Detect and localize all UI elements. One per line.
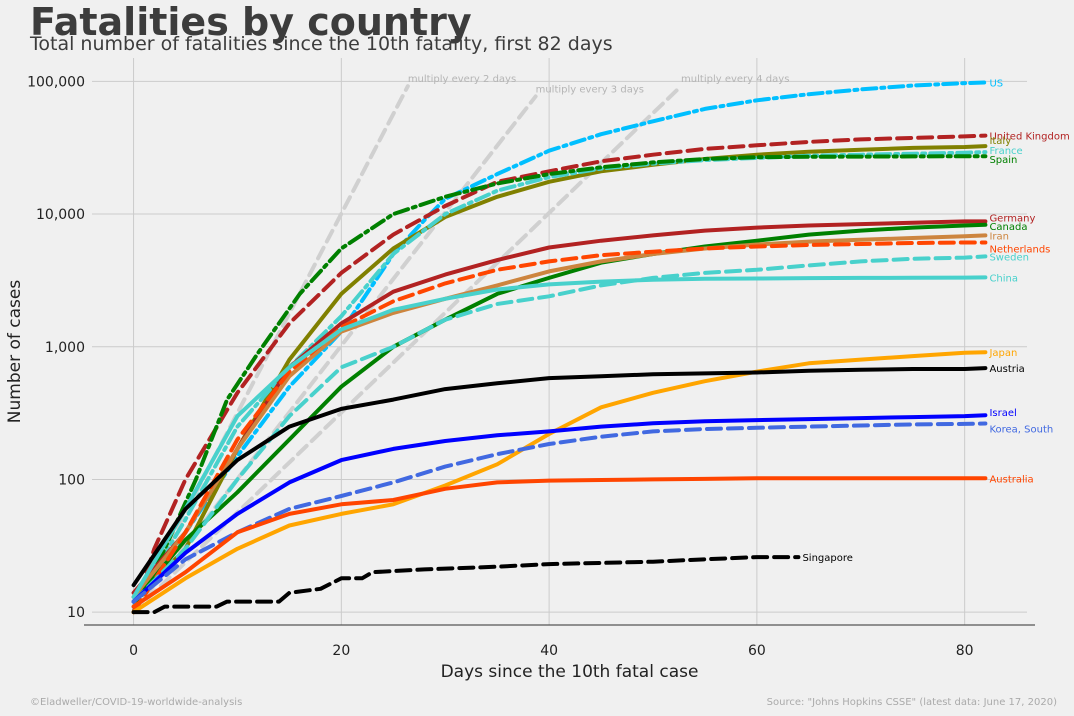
series-label-germany: Germany — [989, 213, 1035, 224]
series-label-united-kingdom: United Kingdom — [989, 132, 1069, 143]
chart-subtitle: Total number of fatalities since the 10t… — [30, 33, 613, 55]
series-layer — [131, 80, 988, 615]
footer-source: Source: "Johns Hopkins CSSE" (latest dat… — [766, 697, 1057, 708]
x-tick-label: 60 — [748, 643, 766, 659]
y-tick-label: 100 — [58, 472, 85, 488]
reference-line — [131, 84, 684, 615]
series-line-israel — [131, 413, 988, 604]
series-line-sweden — [131, 254, 988, 604]
series-line-austria — [131, 366, 988, 588]
grid-layer — [92, 58, 1027, 625]
y-tick-label: 10,000 — [36, 207, 85, 223]
series-label-australia: Australia — [989, 474, 1033, 485]
reference-line-label: multiply every 4 days — [681, 74, 789, 85]
series-line-japan — [131, 350, 988, 615]
x-tick-label: 80 — [956, 643, 974, 659]
series-label-italy: Italy — [989, 136, 1011, 147]
series-line-us — [131, 80, 988, 604]
series-line-australia — [131, 476, 988, 609]
x-tick-label: 0 — [129, 643, 138, 659]
series-line-korea-south — [131, 421, 988, 604]
series-label-netherlands: Netherlands — [989, 245, 1050, 256]
y-tick-label: 10 — [67, 605, 85, 621]
y-tick-label: 1,000 — [45, 340, 85, 356]
series-label-iran: Iran — [989, 231, 1009, 242]
series-line-singapore — [131, 555, 801, 615]
reference-line-label: multiply every 3 days — [536, 84, 644, 95]
y-axis-label: Number of cases — [5, 280, 25, 424]
series-label-korea-south: Korea, South — [989, 425, 1053, 436]
series-label-france: France — [989, 146, 1022, 157]
reference-lines-layer: multiply every 2 days multiply every 3 da… — [131, 74, 789, 615]
series-label-singapore: Singapore — [802, 553, 852, 564]
series-label-austria: Austria — [989, 364, 1024, 375]
series-label-us: US — [989, 79, 1003, 90]
series-line-netherlands — [131, 240, 988, 615]
footer-credit: ©Eladweller/COVID-19-worldwide-analysis — [30, 697, 243, 708]
series-label-china: China — [989, 273, 1018, 284]
series-label-spain: Spain — [989, 155, 1017, 166]
reference-line-label: multiply every 2 days — [408, 74, 516, 85]
series-line-spain — [131, 154, 988, 615]
chart-title: Fatalities by country — [30, 0, 472, 44]
y-tick-label: 100,000 — [27, 74, 85, 90]
series-label-israel: Israel — [989, 408, 1016, 419]
axis-layer: 0 20 40 60 80 10 100 1,000 10,000 100,000 Days sin… — [5, 74, 1035, 682]
series-line-united-kingdom — [131, 133, 988, 615]
series-label-sweden: Sweden — [989, 252, 1029, 263]
x-axis-label: Days since the 10th fatal case — [441, 662, 699, 682]
series-line-iran — [131, 233, 988, 599]
series-label-japan: Japan — [988, 348, 1017, 359]
series-label-canada: Canada — [989, 222, 1027, 233]
series-line-china — [131, 275, 988, 599]
x-tick-label: 20 — [332, 643, 350, 659]
x-tick-label: 40 — [540, 643, 558, 659]
series-line-canada — [131, 222, 988, 604]
